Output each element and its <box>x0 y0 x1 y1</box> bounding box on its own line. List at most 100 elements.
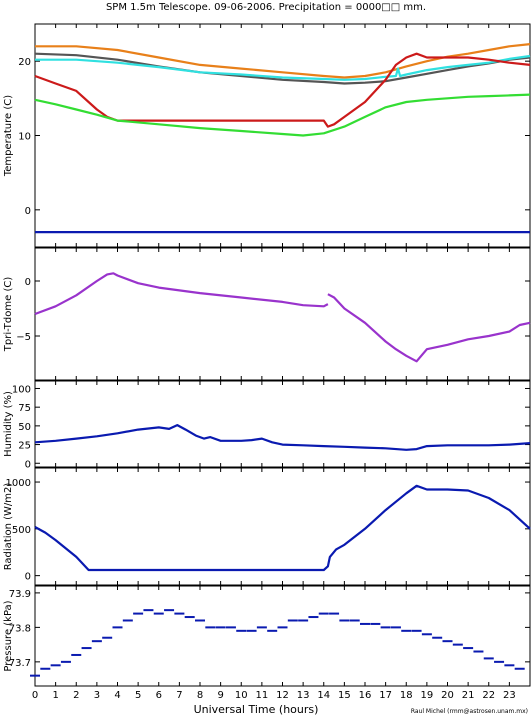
data-point <box>133 612 144 615</box>
data-point <box>452 643 463 646</box>
y-tick-label: 0 <box>25 206 31 217</box>
y-axis-title: Temperature (C) <box>3 95 14 177</box>
data-point <box>483 657 494 660</box>
series-line-1-0 <box>34 272 329 316</box>
data-point <box>40 667 51 670</box>
y-tick-label: 50 <box>18 422 31 433</box>
y-tick-label: 1000 <box>6 478 31 489</box>
series-line-3-0 <box>34 484 531 572</box>
data-point <box>390 626 401 629</box>
x-tick-label: 21 <box>462 690 475 701</box>
x-tick-label: 6 <box>156 690 162 701</box>
data-point <box>473 650 484 653</box>
series-line-1-1 <box>327 293 531 363</box>
x-axis-title: Universal Time (hours) <box>194 703 319 716</box>
x-tick-label: 9 <box>217 690 223 701</box>
x-tick-label: 0 <box>32 690 38 701</box>
data-point <box>442 640 453 643</box>
data-point <box>267 629 278 632</box>
data-point <box>411 629 422 632</box>
data-point <box>91 640 102 643</box>
x-tick-label: 17 <box>379 690 392 701</box>
data-point <box>463 647 474 650</box>
data-point <box>164 609 175 612</box>
data-point <box>298 619 309 622</box>
y-tick-label: 0 <box>25 572 31 583</box>
panel-frame <box>34 247 531 381</box>
data-point <box>277 626 288 629</box>
x-tick-label: 4 <box>114 690 120 701</box>
data-point <box>102 636 113 639</box>
y-tick-label: 0 <box>25 277 31 288</box>
y-tick-label: 75 <box>18 403 31 414</box>
data-point <box>421 633 432 636</box>
data-point <box>112 626 123 629</box>
x-tick-label: 5 <box>135 690 141 701</box>
data-point <box>184 616 195 619</box>
data-point <box>308 616 319 619</box>
x-tick-label: 22 <box>482 690 495 701</box>
y-axis-title: Radiation (W/m2) <box>3 483 14 571</box>
data-point <box>432 636 443 639</box>
data-point <box>174 612 185 615</box>
data-point <box>236 629 247 632</box>
chart-title: SPM 1.5m Telescope. 09-06-2006. Precipit… <box>106 2 426 13</box>
y-tick-label: 73.9 <box>9 589 31 600</box>
x-tick-label: 13 <box>297 690 310 701</box>
data-point <box>30 674 40 677</box>
data-point <box>143 609 154 612</box>
x-tick-label: 10 <box>235 690 248 701</box>
credit-text: Raul Michel (rmm@astrosen.unam.mx) <box>411 708 528 715</box>
data-point <box>81 647 92 650</box>
data-point <box>71 653 82 656</box>
data-point <box>246 629 257 632</box>
data-point <box>122 619 133 622</box>
x-tick-label: 3 <box>94 690 100 701</box>
data-point <box>225 626 236 629</box>
y-tick-label: −5 <box>16 332 31 343</box>
data-point <box>50 664 61 667</box>
data-point <box>215 626 226 629</box>
data-point <box>360 622 370 625</box>
data-point <box>205 626 216 629</box>
y-tick-label: 10 <box>18 132 31 143</box>
x-tick-label: 23 <box>503 690 516 701</box>
series-line-0-3 <box>34 52 531 128</box>
panel-frame <box>34 380 531 468</box>
data-point <box>339 619 350 622</box>
x-tick-label: 7 <box>176 690 182 701</box>
y-tick-label: 100 <box>12 384 31 395</box>
series-line-2-0 <box>34 424 531 451</box>
data-point <box>153 612 164 615</box>
x-tick-label: 1 <box>52 690 58 701</box>
panel-frame <box>34 585 531 687</box>
data-point <box>318 612 329 615</box>
x-tick-label: 11 <box>256 690 269 701</box>
panel-frame <box>34 467 531 586</box>
data-point <box>287 619 298 622</box>
data-point <box>195 619 205 622</box>
y-axis-title: Tpri-Tdome (C) <box>3 277 14 353</box>
y-tick-label: 25 <box>18 441 31 452</box>
y-axis-title: Humidity (%) <box>3 391 14 457</box>
data-point <box>256 626 267 629</box>
data-point <box>349 619 360 622</box>
y-tick-label: 20 <box>18 57 31 68</box>
x-tick-label: 16 <box>359 690 372 701</box>
x-tick-label: 18 <box>400 690 413 701</box>
y-tick-label: 500 <box>12 525 31 536</box>
series-line-0-4 <box>34 93 531 137</box>
data-point <box>60 660 71 663</box>
x-tick-label: 14 <box>317 690 330 701</box>
data-point <box>504 664 515 667</box>
data-point <box>329 612 340 615</box>
data-point <box>494 660 505 663</box>
x-tick-label: 19 <box>421 690 434 701</box>
x-tick-label: 12 <box>276 690 289 701</box>
x-tick-label: 8 <box>197 690 203 701</box>
y-tick-label: 73.8 <box>9 623 31 634</box>
data-point <box>380 626 391 629</box>
data-point <box>370 622 381 625</box>
